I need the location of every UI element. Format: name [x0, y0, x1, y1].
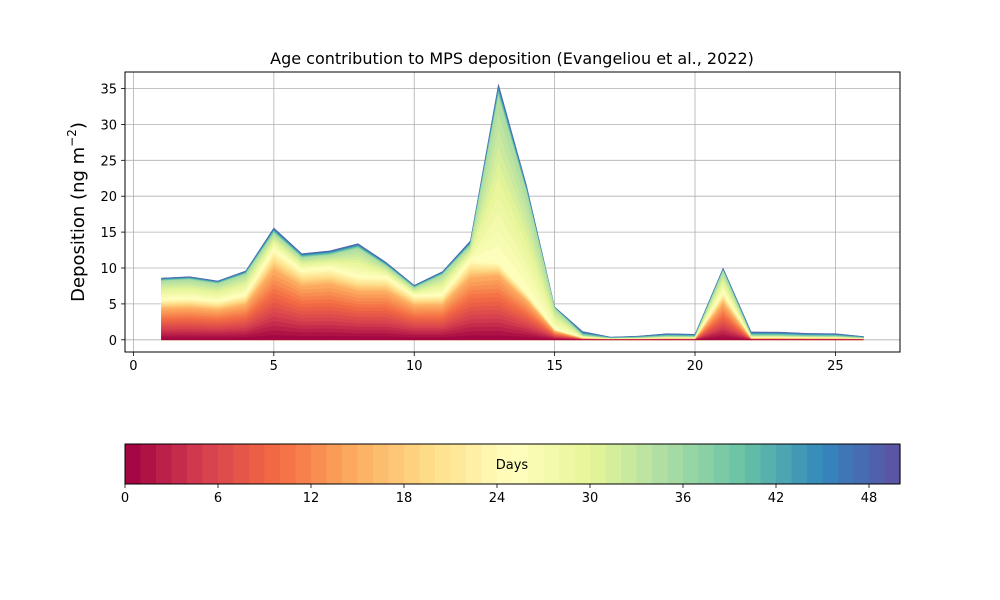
colorbar-frame [124, 443, 901, 485]
colorbar: Days 0 6 12 18 24 30 36 42 48 [121, 443, 901, 506]
colorbar-tick-label: 12 [303, 491, 320, 506]
colorbar-segment [512, 444, 529, 484]
age-layers [161, 84, 864, 340]
colorbar-segment [698, 444, 715, 484]
colorbar-segment [745, 444, 762, 484]
colorbar-segment [218, 444, 235, 484]
colorbar-segment [388, 444, 405, 484]
y-tick-label: 10 [100, 262, 117, 277]
colorbar-segment [822, 444, 839, 484]
colorbar-tick-label: 0 [121, 491, 129, 506]
colorbar-segment [450, 444, 467, 484]
colorbar-segment [667, 444, 684, 484]
colorbar-segment [280, 444, 297, 484]
colorbar-segment [125, 444, 142, 484]
colorbar-segment [249, 444, 266, 484]
colorbar-segment [295, 444, 312, 484]
colorbar-segment [760, 444, 777, 484]
colorbar-segment [156, 444, 173, 484]
colorbar-segment [466, 444, 483, 484]
colorbar-segment [590, 444, 607, 484]
colorbar-tick-label: 6 [214, 491, 222, 506]
colorbar-segment [342, 444, 359, 484]
y-tick-label: 5 [109, 298, 117, 313]
y-axis-label: Deposition (ng m−2) [65, 122, 89, 302]
colorbar-segment [404, 444, 421, 484]
age-layer-area [161, 334, 864, 340]
y-tick-label: 35 [100, 83, 117, 98]
colorbar-segment [652, 444, 669, 484]
colorbar-segment [869, 444, 886, 484]
plot-area: 0 5 10 15 20 25 0 5 10 15 20 25 30 35 [100, 71, 901, 374]
colorbar-segment [543, 444, 560, 484]
colorbar-tick-label: 42 [768, 491, 785, 506]
colorbar-segment [373, 444, 390, 484]
colorbar-segment [419, 444, 436, 484]
x-tick-label: 5 [270, 359, 278, 374]
colorbar-segment [559, 444, 576, 484]
colorbar-segment [807, 444, 824, 484]
colorbar-segment [497, 444, 514, 484]
colorbar-segment [838, 444, 855, 484]
colorbar-gradient [125, 444, 901, 484]
colorbar-segment [140, 444, 157, 484]
colorbar-segment [264, 444, 281, 484]
colorbar-segment [791, 444, 808, 484]
colorbar-segment [884, 444, 901, 484]
colorbar-segment [311, 444, 328, 484]
colorbar-tick-label: 36 [675, 491, 692, 506]
colorbar-segment [683, 444, 700, 484]
colorbar-segment [574, 444, 591, 484]
colorbar-segment [233, 444, 250, 484]
x-axis-ticks: 0 5 10 15 20 25 [129, 352, 844, 374]
colorbar-segment [729, 444, 746, 484]
chart-title: Age contribution to MPS deposition (Evan… [270, 49, 754, 68]
colorbar-segment [853, 444, 870, 484]
colorbar-ticks: 0 6 12 18 24 30 36 42 48 [121, 484, 877, 506]
y-tick-label: 25 [100, 154, 117, 169]
colorbar-segment [357, 444, 374, 484]
colorbar-segment [435, 444, 452, 484]
colorbar-segment [528, 444, 545, 484]
y-tick-label: 20 [100, 190, 117, 205]
colorbar-tick-label: 18 [396, 491, 413, 506]
colorbar-segment [605, 444, 622, 484]
y-tick-label: 0 [109, 334, 117, 349]
colorbar-tick-label: 24 [489, 491, 506, 506]
colorbar-segment [171, 444, 188, 484]
colorbar-tick-label: 48 [861, 491, 878, 506]
x-tick-label: 20 [687, 359, 704, 374]
y-tick-label: 15 [100, 226, 117, 241]
colorbar-segment [636, 444, 653, 484]
plot-frame [124, 71, 901, 353]
y-tick-label: 30 [100, 118, 117, 133]
x-tick-label: 25 [827, 359, 844, 374]
colorbar-segment [621, 444, 638, 484]
x-tick-label: 10 [406, 359, 423, 374]
colorbar-segment [202, 444, 219, 484]
colorbar-segment [714, 444, 731, 484]
colorbar-segment [481, 444, 498, 484]
colorbar-segment [776, 444, 793, 484]
colorbar-segment [187, 444, 204, 484]
colorbar-tick-label: 30 [582, 491, 599, 506]
colorbar-segment [326, 444, 343, 484]
colorbar-label: Days [496, 458, 529, 473]
y-axis-ticks: 0 5 10 15 20 25 30 35 [100, 83, 125, 349]
x-tick-label: 15 [546, 359, 563, 374]
x-tick-label: 0 [129, 359, 137, 374]
